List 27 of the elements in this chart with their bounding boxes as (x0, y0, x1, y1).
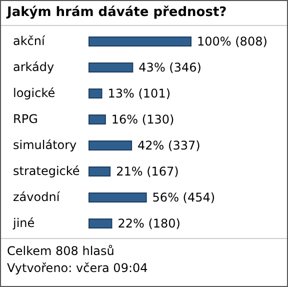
y-tick-label: jiné (12, 216, 35, 230)
text: Vytvořeno: včera 09:04 (7, 260, 149, 277)
y-tick-label: logické (13, 86, 56, 100)
bar (88, 62, 134, 72)
y-tick-label: strategické (13, 164, 80, 178)
y-tick-label: simulátory (13, 138, 77, 152)
bar (88, 114, 106, 124)
y-tick-label: RPG (13, 112, 38, 126)
data-label: 22% (180) (118, 216, 180, 230)
bar (88, 218, 112, 228)
y-tick-label: závodní (13, 190, 60, 204)
data-label: 56% (454) (152, 190, 216, 204)
bar (88, 166, 111, 176)
data-label: 43% (346) (138, 60, 202, 74)
data-label: 16% (130) (111, 112, 174, 126)
chart-title: Jakým hrám dáváte přednost? (1, 1, 287, 26)
bar (88, 140, 132, 150)
bar (88, 88, 102, 98)
bar (88, 36, 192, 46)
data-label: 42% (337) (138, 138, 200, 152)
text: Celkem 808 hlasů (7, 243, 116, 260)
data-label: 100% (808) (197, 34, 268, 48)
data-label: 13% (101) (108, 86, 171, 100)
y-tick-label: akční (13, 34, 46, 48)
y-tick-label: arkády (13, 60, 54, 74)
data-label: 21% (167) (116, 164, 179, 178)
bar (88, 192, 147, 202)
